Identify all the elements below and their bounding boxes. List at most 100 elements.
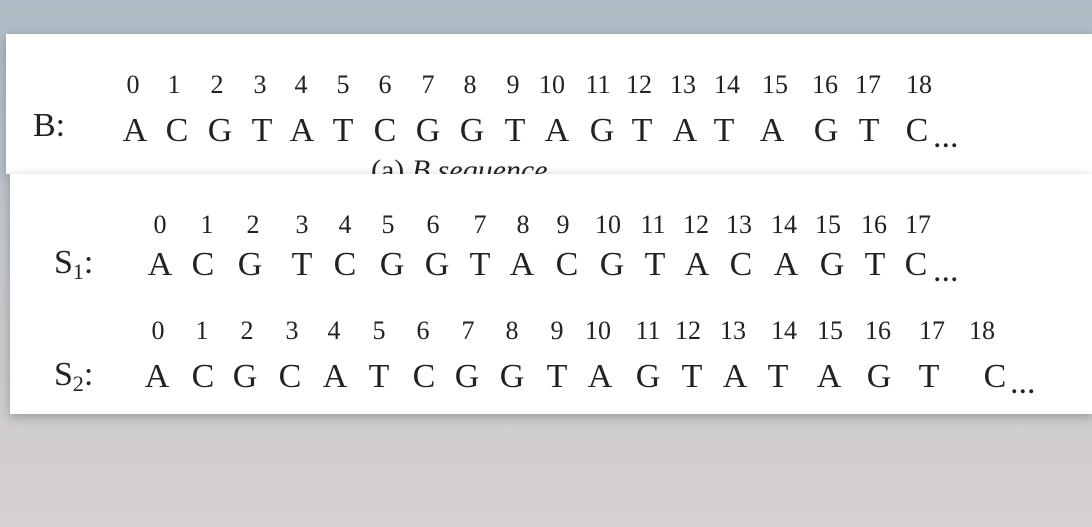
nucleotide-letter: G xyxy=(232,358,258,395)
s1-label-sub: 1 xyxy=(72,259,84,284)
nucleotide-letter: G xyxy=(819,246,845,283)
index-number: 12 xyxy=(675,316,701,345)
index-number: 11 xyxy=(640,210,666,239)
nucleotide-letter: T xyxy=(858,112,880,149)
nucleotide-letter: T xyxy=(864,246,886,283)
index-number: 7 xyxy=(461,316,475,345)
index-number: 10 xyxy=(595,210,621,239)
nucleotide-letter: A xyxy=(322,358,348,395)
nucleotide-letter: C xyxy=(904,246,928,283)
nucleotide-letter: T xyxy=(631,112,653,149)
nucleotide-letter: C xyxy=(191,246,215,283)
nucleotide-letter: T xyxy=(368,358,390,395)
index-number: 1 xyxy=(195,316,209,345)
nucleotide-letter: T xyxy=(767,358,789,395)
nucleotide-letter: A xyxy=(587,358,613,395)
nucleotide-letter: C xyxy=(905,112,929,149)
index-number: 1 xyxy=(167,70,181,99)
nucleotide-letter: C xyxy=(983,358,1007,395)
nucleotide-letter: T xyxy=(291,246,313,283)
sequence-b-label: B: xyxy=(33,107,66,144)
index-number: 17 xyxy=(905,210,931,239)
nucleotide-letter: G xyxy=(589,112,615,149)
index-number: 4 xyxy=(327,316,341,345)
index-number: 3 xyxy=(253,70,267,99)
nucleotide-letter: G xyxy=(499,358,525,395)
nucleotide-letter: G xyxy=(813,112,839,149)
index-number: 15 xyxy=(815,210,841,239)
index-number: 2 xyxy=(210,70,224,99)
index-number: 8 xyxy=(463,70,477,99)
sequence-s1-label: S1: xyxy=(54,246,93,283)
nucleotide-letter: A xyxy=(544,112,570,149)
index-number: 14 xyxy=(771,316,797,345)
index-number: 7 xyxy=(473,210,487,239)
index-number: 7 xyxy=(421,70,435,99)
sequence-ellipsis: ... xyxy=(933,118,959,155)
index-number: 6 xyxy=(378,70,392,99)
index-number: 6 xyxy=(416,316,430,345)
nucleotide-letter: C xyxy=(191,358,215,395)
nucleotide-letter: C xyxy=(165,112,189,149)
nucleotide-letter: G xyxy=(599,246,625,283)
nucleotide-letter: G xyxy=(424,246,450,283)
nucleotide-letter: A xyxy=(122,112,148,149)
caption-prefix: (a) xyxy=(371,154,405,175)
index-number: 10 xyxy=(539,70,565,99)
index-number: 14 xyxy=(771,210,797,239)
index-number: 15 xyxy=(817,316,843,345)
nucleotide-letter: T xyxy=(546,358,568,395)
nucleotide-letter: C xyxy=(729,246,753,283)
index-number: 10 xyxy=(585,316,611,345)
sequence-s2-label: S2: xyxy=(54,358,93,395)
nucleotide-letter: C xyxy=(278,358,302,395)
index-number: 3 xyxy=(295,210,309,239)
index-number: 14 xyxy=(714,70,740,99)
nucleotide-letter: C xyxy=(412,358,436,395)
index-number: 3 xyxy=(285,316,299,345)
s2-label-main: S xyxy=(54,356,73,393)
nucleotide-letter: A xyxy=(509,246,535,283)
s2-label-colon: : xyxy=(83,356,94,393)
index-number: 6 xyxy=(426,210,440,239)
index-number: 0 xyxy=(153,210,167,239)
s1-label-colon: : xyxy=(83,244,94,281)
index-number: 8 xyxy=(505,316,519,345)
sequence-ellipsis: ... xyxy=(933,252,959,289)
nucleotide-letter: T xyxy=(504,112,526,149)
index-number: 9 xyxy=(550,316,564,345)
sequence-ellipsis: ... xyxy=(1010,364,1036,401)
nucleotide-letter: C xyxy=(333,246,357,283)
nucleotide-letter: A xyxy=(672,112,698,149)
nucleotide-letter: A xyxy=(147,246,173,283)
nucleotide-letter: T xyxy=(713,112,735,149)
nucleotide-letter: A xyxy=(773,246,799,283)
nucleotide-letter: A xyxy=(144,358,170,395)
index-number: 2 xyxy=(246,210,260,239)
index-number: 17 xyxy=(855,70,881,99)
nucleotide-letter: A xyxy=(759,112,785,149)
nucleotide-letter: A xyxy=(722,358,748,395)
nucleotide-letter: T xyxy=(681,358,703,395)
index-number: 17 xyxy=(919,316,945,345)
index-number: 12 xyxy=(626,70,652,99)
index-number: 0 xyxy=(126,70,140,99)
index-number: 2 xyxy=(240,316,254,345)
index-number: 15 xyxy=(762,70,788,99)
index-number: 1 xyxy=(200,210,214,239)
index-number: 18 xyxy=(906,70,932,99)
nucleotide-letter: A xyxy=(816,358,842,395)
index-number: 18 xyxy=(969,316,995,345)
nucleotide-letter: G xyxy=(635,358,661,395)
s1-label-main: S xyxy=(54,244,73,281)
index-number: 4 xyxy=(338,210,352,239)
index-number: 12 xyxy=(683,210,709,239)
nucleotide-letter: A xyxy=(289,112,315,149)
index-number: 11 xyxy=(635,316,661,345)
nucleotide-letter: G xyxy=(454,358,480,395)
s2-label-sub: 2 xyxy=(72,371,84,396)
nucleotide-letter: T xyxy=(251,112,273,149)
index-number: 11 xyxy=(585,70,611,99)
